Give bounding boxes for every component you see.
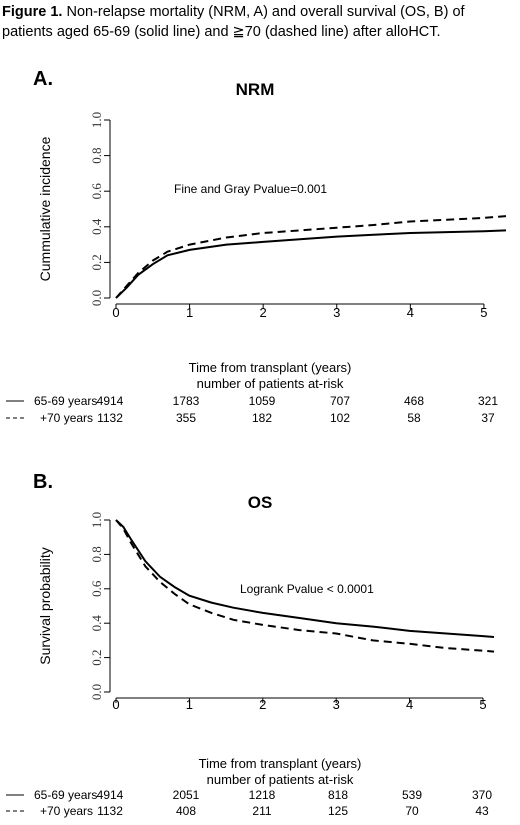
- y-tick-label: 0.0: [89, 290, 104, 306]
- y-tick-label: 0.6: [89, 580, 104, 597]
- at-risk-value: 818: [328, 788, 348, 802]
- at-risk-value: 58: [407, 411, 421, 425]
- at-risk-value: 4914: [97, 788, 124, 802]
- at-risk-value: 370: [472, 788, 492, 802]
- y-axis-label: Cummulative incidence: [37, 136, 53, 281]
- panel-title: NRM: [236, 80, 275, 99]
- figure-caption: Figure 1. Non-relapse mortality (NRM, A)…: [2, 2, 518, 42]
- x-tick-label: 5: [479, 697, 486, 712]
- at-risk-header: number of patients at-risk: [197, 376, 344, 391]
- panel-title: OS: [248, 493, 273, 512]
- at-risk-value: 125: [328, 804, 348, 818]
- x-tick-label: 0: [112, 305, 119, 320]
- at-risk-value: 2051: [173, 788, 200, 802]
- series-line-solid: [115, 229, 507, 299]
- y-tick-label: 0.8: [89, 546, 104, 562]
- at-risk-value: 4914: [97, 394, 124, 408]
- at-risk-header: number of patients at-risk: [207, 772, 354, 787]
- y-tick-label: 1.0: [89, 512, 104, 528]
- x-tick-label: 4: [407, 305, 414, 320]
- x-tick-label: 3: [333, 305, 340, 320]
- y-axis-label: Survival probability: [37, 547, 53, 665]
- series-line-solid: [115, 519, 495, 638]
- y-tick-label: 0.4: [89, 218, 104, 235]
- x-tick-label: 5: [480, 305, 487, 320]
- x-tick-label: 1: [186, 697, 193, 712]
- at-risk-value: 102: [330, 411, 350, 425]
- at-risk-value: 182: [252, 411, 272, 425]
- x-tick-label: 4: [406, 697, 413, 712]
- p-value-annotation: Logrank Pvalue < 0.0001: [240, 582, 374, 596]
- x-tick-label: 2: [260, 305, 267, 320]
- at-risk-value: 43: [475, 804, 489, 818]
- y-tick-label: 0.6: [89, 183, 104, 200]
- at-risk-value: 539: [402, 788, 422, 802]
- y-tick-label: 0.2: [89, 649, 104, 665]
- at-risk-value: 1132: [97, 804, 123, 818]
- at-risk-value: 408: [176, 804, 196, 818]
- y-tick-label: 0.8: [89, 147, 104, 163]
- at-risk-legend-label: 65-69 years: [34, 394, 97, 408]
- x-tick-label: 3: [333, 697, 340, 712]
- figure-label: Figure 1.: [2, 4, 63, 20]
- at-risk-value: 37: [481, 411, 495, 425]
- y-tick-label: 1.0: [89, 112, 104, 128]
- x-tick-label: 0: [112, 697, 119, 712]
- at-risk-value: 1783: [173, 394, 200, 408]
- nrm-panel: A. NRM 0.0 0.2 0.4 0.6 0.8 1.0 0 1 2 3 4 5 Cummulative…: [6, 68, 507, 425]
- at-risk-value: 707: [330, 394, 350, 408]
- at-risk-legend-label: +70 years: [40, 411, 93, 425]
- series-line-dashed: [115, 519, 495, 653]
- at-risk-value: 321: [478, 394, 498, 408]
- x-axis-label: Time from transplant (years): [199, 756, 362, 771]
- at-risk-value: 1132: [97, 411, 123, 425]
- caption-text: Non-relapse mortality (NRM, A) and overa…: [2, 4, 465, 40]
- x-axis-label: Time from transplant (years): [189, 360, 352, 375]
- y-tick-label: 0.2: [89, 254, 104, 270]
- at-risk-legend-label: 65-69 years: [34, 788, 97, 802]
- panel-label: A.: [33, 68, 53, 90]
- y-tick-label: 0.0: [89, 684, 104, 700]
- at-risk-value: 1218: [249, 788, 276, 802]
- at-risk-legend-label: +70 years: [40, 804, 93, 818]
- x-tick-label: 1: [186, 305, 193, 320]
- series-line-dashed: [115, 215, 507, 299]
- at-risk-value: 355: [176, 411, 196, 425]
- y-tick-label: 0.4: [89, 615, 104, 632]
- at-risk-value: 70: [405, 804, 419, 818]
- at-risk-value: 1059: [249, 394, 276, 408]
- at-risk-value: 468: [404, 394, 424, 408]
- at-risk-value: 211: [252, 804, 271, 818]
- os-panel: B. OS 0.0 0.2 0.4 0.6 0.8 1.0 0 1 2 3 4 5 Survival pro…: [6, 471, 495, 818]
- x-tick-label: 2: [259, 697, 266, 712]
- panel-label: B.: [33, 471, 53, 493]
- p-value-annotation: Fine and Gray Pvalue=0.001: [174, 182, 327, 196]
